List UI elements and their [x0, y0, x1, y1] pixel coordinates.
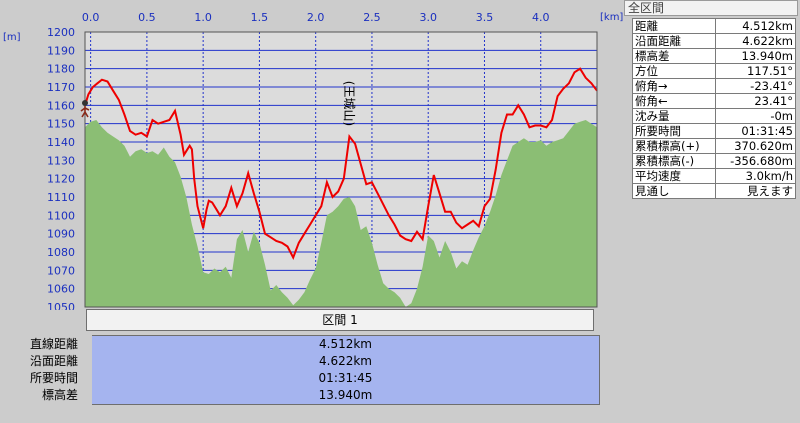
- y-tick-label: 1160: [47, 99, 75, 112]
- elevation-chart: 1050 1060 1070 1080 1090 1100 1110 1120 1130 1140…: [3, 11, 623, 310]
- y-tick-label: 1070: [47, 264, 75, 277]
- segment-tab[interactable]: 区間 1: [86, 309, 594, 331]
- summary-row: 沿面距離 4.622km: [632, 33, 796, 49]
- summary-row-value: 4.622km: [714, 33, 796, 49]
- y-tick-label: 1120: [47, 173, 75, 186]
- summary-row-value: 23.41°: [714, 93, 796, 109]
- terrain-area: [85, 120, 597, 307]
- segment-stats-table: 直線距離 4.512km 沿面距離 4.622km 所要時間 01:31:45 標高差 13.…: [0, 335, 600, 405]
- segment-row: 標高差 13.940m: [0, 387, 600, 405]
- summary-row-value: 370.620m: [714, 138, 796, 154]
- x-tick-label: 3.0: [419, 11, 437, 24]
- segment-row-label: 沿面距離: [0, 353, 84, 370]
- summary-row-label: 見通し: [632, 183, 716, 199]
- summary-row-value: -0m: [714, 108, 796, 124]
- summary-panel: 全区間 距離 4.512km 沿面距離 4.622km 標高差 13.940m 方位 117.…: [624, 0, 798, 199]
- summary-row-label: 沈み量: [632, 108, 716, 124]
- summary-row-label: 俯角←: [632, 93, 716, 109]
- summary-row-label: 方位: [632, 63, 716, 79]
- x-tick-label: 1.5: [251, 11, 269, 24]
- summary-row: 距離 4.512km: [632, 18, 796, 34]
- summary-row: 沈み量 -0m: [632, 108, 796, 124]
- summary-row: 標高差 13.940m: [632, 48, 796, 64]
- route-line: [84, 67, 598, 260]
- plot-frame: [84, 31, 598, 308]
- x-tick-label: 1.0: [194, 11, 212, 24]
- y-tick-label: 1130: [47, 154, 75, 167]
- y-tick-label: 1110: [47, 191, 75, 204]
- y-tick-label: 1050: [47, 301, 75, 310]
- spacer: [84, 387, 92, 405]
- peak-annotation: (王城山): [342, 81, 356, 126]
- spacer: [84, 370, 92, 387]
- y-axis-unit: [m]: [3, 32, 21, 43]
- summary-row-value: 3.0km/h: [714, 168, 796, 184]
- summary-row-label: 俯角→: [632, 78, 716, 94]
- x-tick-label: 2.0: [307, 11, 325, 24]
- summary-title: 全区間: [624, 0, 798, 16]
- x-tick-label: 3.5: [476, 11, 494, 24]
- summary-row: 平均速度 3.0km/h: [632, 168, 796, 184]
- segment-row-label: 直線距離: [0, 335, 84, 353]
- segment-row-value: 01:31:45: [92, 370, 600, 387]
- summary-row: 見通し 見えます: [632, 183, 796, 199]
- y-tick-label: 1100: [47, 209, 75, 222]
- summary-row: 所要時間 01:31:45: [632, 123, 796, 139]
- segment-row-value: 13.940m: [92, 387, 600, 405]
- y-tick-label: 1060: [47, 283, 75, 296]
- y-tick-label: 1080: [47, 246, 75, 259]
- summary-row-label: 標高差: [632, 48, 716, 64]
- x-tick-label: 0.5: [138, 11, 156, 24]
- summary-row-value: -356.680m: [714, 153, 796, 169]
- summary-row: 累積標高(+) 370.620m: [632, 138, 796, 154]
- summary-row-value: 見えます: [714, 183, 796, 199]
- summary-row-label: 所要時間: [632, 123, 716, 139]
- segment-row-value: 4.622km: [92, 353, 600, 370]
- y-tick-label: 1200: [47, 26, 75, 39]
- x-tick-label: 2.5: [363, 11, 381, 24]
- segment-row-value: 4.512km: [92, 335, 600, 353]
- y-tick-label: 1150: [47, 118, 75, 131]
- summary-row-label: 平均速度: [632, 168, 716, 184]
- summary-row-label: 距離: [632, 18, 716, 34]
- summary-row-value: -23.41°: [714, 78, 796, 94]
- summary-row: 累積標高(-) -356.680m: [632, 153, 796, 169]
- y-tick-label: 1090: [47, 228, 75, 241]
- summary-row: 方位 117.51°: [632, 63, 796, 79]
- summary-row: 俯角→ -23.41°: [632, 78, 796, 94]
- y-tick-label: 1140: [47, 136, 75, 149]
- summary-table: 距離 4.512km 沿面距離 4.622km 標高差 13.940m 方位 117.51° 俯…: [632, 18, 796, 199]
- spacer: [84, 335, 92, 353]
- y-tick-label: 1170: [47, 81, 75, 94]
- summary-row: 俯角← 23.41°: [632, 93, 796, 109]
- y-tick-label: 1190: [47, 44, 75, 57]
- summary-row-value: 13.940m: [714, 48, 796, 64]
- x-axis: 0.0 0.5 1.0 1.5 2.0 2.5 3.0 3.5 4.0: [82, 11, 550, 24]
- summary-row-label: 累積標高(-): [632, 153, 716, 169]
- segment-row: 所要時間 01:31:45: [0, 370, 600, 387]
- x-tick-label: 0.0: [82, 11, 100, 24]
- x-tick-label: 4.0: [532, 11, 550, 24]
- segment-row-label: 標高差: [0, 387, 84, 405]
- segment-row-label: 所要時間: [0, 370, 84, 387]
- segment-row: 沿面距離 4.622km: [0, 353, 600, 370]
- summary-row-value: 4.512km: [714, 18, 796, 34]
- summary-row-value: 01:31:45: [714, 123, 796, 139]
- spacer: [84, 353, 92, 370]
- y-tick-label: 1180: [47, 63, 75, 76]
- summary-row-value: 117.51°: [714, 63, 796, 79]
- segment-row: 直線距離 4.512km: [0, 335, 600, 353]
- summary-row-label: 沿面距離: [632, 33, 716, 49]
- y-axis: 1050 1060 1070 1080 1090 1100 1110 1120 1130 1140…: [47, 26, 75, 310]
- walker-icon: [80, 100, 90, 118]
- x-axis-unit: [km]: [600, 12, 623, 23]
- summary-row-label: 累積標高(+): [632, 138, 716, 154]
